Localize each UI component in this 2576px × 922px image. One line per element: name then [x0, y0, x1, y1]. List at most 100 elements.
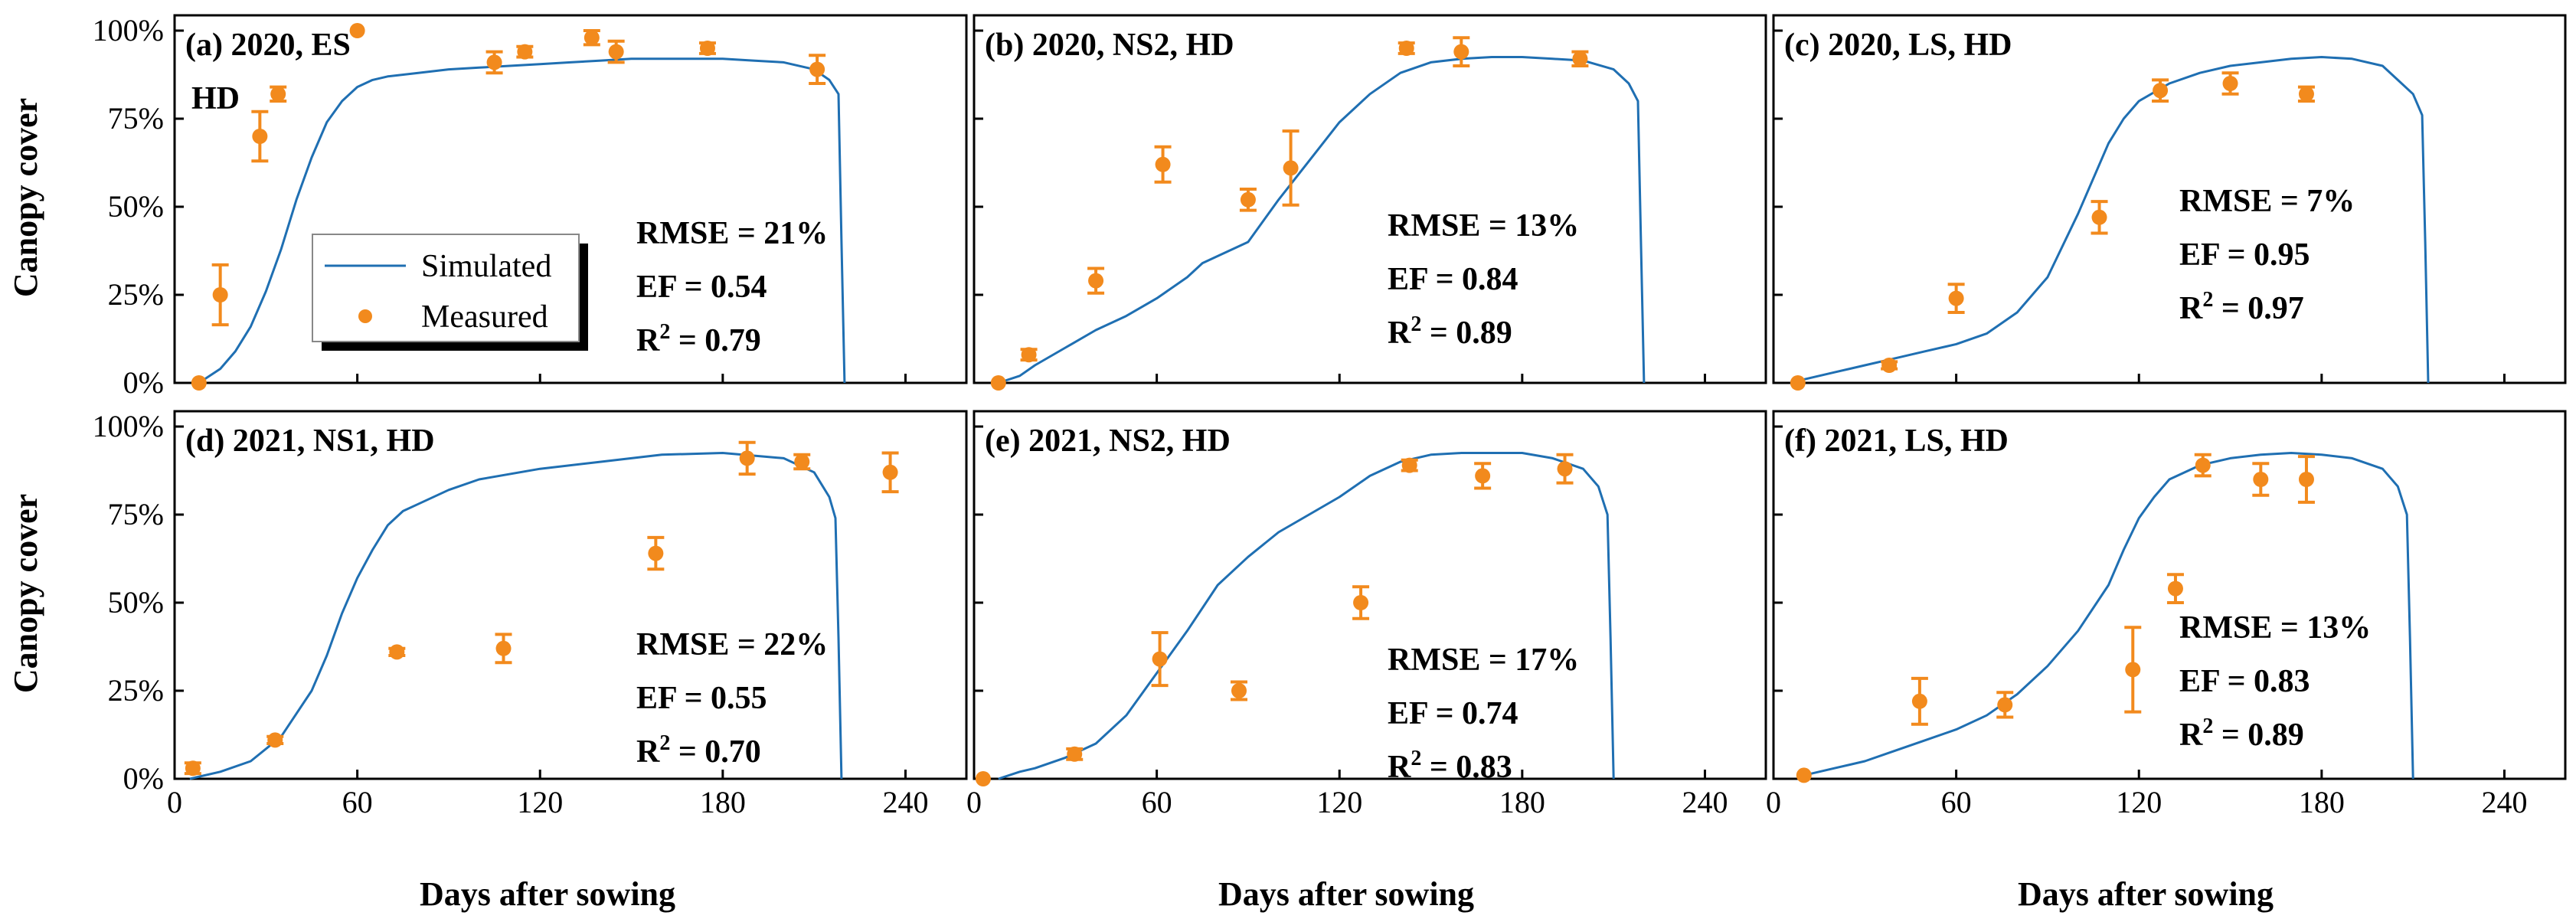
- plot-frame: [1772, 14, 2567, 384]
- legend-measured-label: Measured: [421, 299, 548, 335]
- plot-frame: [173, 14, 968, 384]
- measured-point: [809, 61, 825, 77]
- stat-rmse: RMSE = 17%: [1388, 642, 1579, 678]
- stat-r2-value: = 0.97: [2213, 291, 2303, 326]
- simulated-series-line: [998, 452, 1615, 780]
- measured-point: [2153, 83, 2169, 99]
- stat-r2: R2 = 0.79: [636, 320, 761, 358]
- y-tick-label: 50%: [108, 585, 164, 620]
- measured-point: [212, 287, 228, 302]
- measured-point: [990, 375, 1006, 391]
- legend-simulated-label: Simulated: [421, 249, 551, 284]
- stat-r2-symbol: R: [636, 734, 660, 770]
- x-tick-label: 0: [1766, 785, 1781, 819]
- measured-point: [2222, 76, 2238, 91]
- stat-rmse: RMSE = 21%: [636, 216, 828, 251]
- measured-point: [267, 732, 283, 748]
- measured-point: [648, 545, 664, 561]
- x-tick-label: 240: [2481, 785, 2527, 819]
- stat-r2: R2 = 0.70: [636, 731, 761, 770]
- stat-r2-superscript: 2: [1411, 747, 1421, 770]
- panel-e: 0 60 120 180 240 (e) 2021, NS2, HD RMSE = 17% E…: [966, 410, 1767, 819]
- measured-point: [882, 464, 898, 480]
- plot-frame: [173, 410, 968, 780]
- stat-r2-value: = 0.79: [670, 323, 760, 358]
- x-tick-label: 240: [1682, 785, 1728, 819]
- panel-c: (c) 2020, LS, HD RMSE = 7% EF = 0.95 R2 = 0…: [1772, 14, 2567, 391]
- measured-point: [349, 23, 365, 38]
- x-tick-label: 180: [700, 785, 746, 819]
- x-axis-title-b: Days after sowing: [1218, 875, 1474, 913]
- stat-ef: EF = 0.54: [636, 270, 767, 305]
- x-axis-title-c: Days after sowing: [2018, 875, 2274, 913]
- stat-r2-symbol: R: [636, 323, 660, 358]
- plot-frame: [973, 410, 1767, 780]
- measured-point: [2298, 86, 2314, 102]
- x-tick-label: 120: [1316, 785, 1362, 819]
- measured-point: [1911, 693, 1927, 709]
- y-tick-label: 100%: [93, 13, 164, 47]
- stat-r2-superscript: 2: [2202, 714, 2213, 738]
- stat-r2-symbol: R: [2179, 718, 2203, 753]
- y-tick-label: 100%: [93, 409, 164, 443]
- stat-r2-superscript: 2: [659, 731, 670, 755]
- plot-frame: [973, 14, 1767, 384]
- simulated-series-line: [198, 57, 846, 384]
- panel-d: 0 60 120 180 240 0% 25% 50% 75% 100% (d) 2021, NS1…: [93, 409, 968, 819]
- measured-point: [389, 644, 405, 660]
- measured-point: [1240, 191, 1256, 208]
- x-tick-label: 240: [882, 785, 928, 819]
- stat-ef: EF = 0.84: [1388, 262, 1518, 297]
- measured-point: [2298, 472, 2314, 487]
- stat-r2-symbol: R: [2179, 291, 2203, 326]
- measured-point: [1796, 767, 1812, 783]
- y-tick-label: 0%: [123, 761, 164, 796]
- measured-point: [1398, 41, 1414, 56]
- measured-point: [185, 760, 201, 777]
- simulated-series-line: [998, 56, 1646, 384]
- y-tick-label: 0%: [123, 365, 164, 400]
- simulated-series-line: [189, 452, 843, 780]
- y-tick-label: 75%: [108, 497, 164, 531]
- simulated-series-line: [1803, 452, 2414, 780]
- panel-label: (e) 2021, NS2, HD: [985, 423, 1231, 459]
- measured-point: [1453, 44, 1469, 60]
- stat-r2-superscript: 2: [1411, 312, 1421, 336]
- measured-point: [2125, 662, 2141, 678]
- panel-label: (c) 2020, LS, HD: [1784, 28, 2012, 63]
- measured-point: [1231, 683, 1247, 698]
- stat-rmse: RMSE = 7%: [2179, 184, 2355, 219]
- stat-r2-value: = 0.89: [1421, 316, 1512, 351]
- measured-point: [1790, 375, 1806, 391]
- x-tick-label: 60: [342, 785, 373, 819]
- measured-point: [1401, 457, 1417, 473]
- panel-label: (f) 2021, LS, HD: [1784, 423, 2009, 459]
- stat-rmse: RMSE = 13%: [2179, 610, 2371, 646]
- measured-point: [1152, 651, 1168, 667]
- stat-r2: R2 = 0.83: [1388, 747, 1512, 785]
- measured-point: [2253, 472, 2269, 487]
- measured-point: [1881, 358, 1898, 373]
- y-tick-label: 25%: [108, 673, 164, 708]
- measured-point: [1353, 595, 1369, 610]
- y-axis-title-top: Canopy cover: [7, 98, 44, 297]
- stat-r2-symbol: R: [1388, 316, 1411, 351]
- panel-f: 0 60 120 180 240 (f) 2021, LS, HD RMSE = 13% EF…: [1766, 410, 2567, 819]
- panel-label: (b) 2020, NS2, HD: [985, 28, 1234, 63]
- stat-ef: EF = 0.83: [2179, 664, 2310, 699]
- legend-box: [312, 234, 580, 342]
- stat-r2-superscript: 2: [2202, 288, 2213, 312]
- stat-r2-value: = 0.70: [670, 734, 760, 770]
- stat-rmse: RMSE = 13%: [1388, 208, 1579, 244]
- stat-r2-symbol: R: [1388, 750, 1411, 785]
- legend-measured-marker: [358, 309, 372, 323]
- panel-label: (d) 2021, NS1, HD: [185, 423, 435, 459]
- measured-point: [1021, 347, 1037, 363]
- x-tick-label: 60: [1142, 785, 1172, 819]
- measured-point: [699, 41, 715, 56]
- stat-r2: R2 = 0.97: [2179, 288, 2304, 326]
- stat-ef: EF = 0.95: [2179, 237, 2310, 273]
- stat-rmse: RMSE = 22%: [636, 627, 828, 662]
- measured-point: [1572, 51, 1588, 67]
